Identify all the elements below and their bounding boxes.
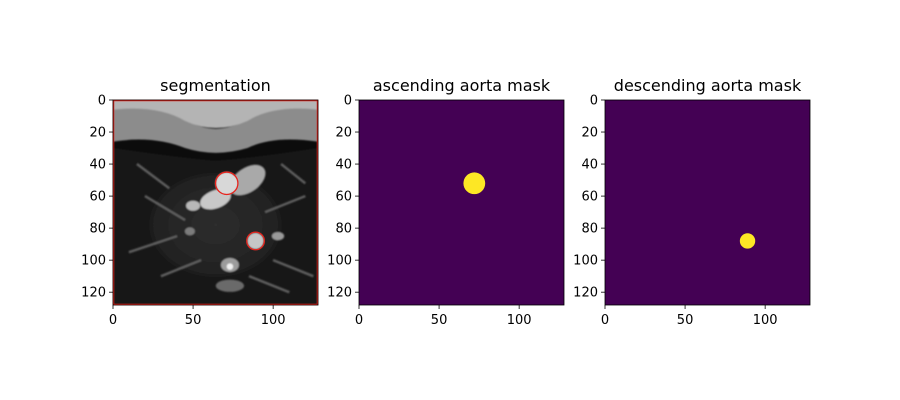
y-tick-label: 100 (327, 254, 352, 269)
y-tick-label: 80 (581, 222, 598, 237)
axes-frame (112, 99, 319, 306)
x-tick-label: 0 (355, 313, 363, 328)
y-tick-label: 40 (335, 158, 352, 173)
ascending-aorta-contour (214, 171, 239, 196)
y-tick-label: 80 (89, 222, 106, 237)
panel-title: ascending aorta mask (373, 76, 551, 95)
y-tick-label: 120 (327, 286, 352, 301)
mask-image (605, 100, 810, 305)
x-tick-label: 50 (431, 313, 448, 328)
mask-blob (739, 233, 756, 249)
x-tick-label: 50 (185, 313, 202, 328)
y-tick-label: 20 (581, 126, 598, 141)
x-tick-label: 0 (601, 313, 609, 328)
y-tick-label: 60 (581, 190, 598, 205)
y-tick-label: 120 (573, 286, 598, 301)
y-tick-label: 100 (81, 254, 106, 269)
y-tick-label: 60 (89, 190, 106, 205)
x-tick-label: 100 (507, 313, 532, 328)
panel-title: segmentation (160, 76, 271, 95)
panel-3: descending aorta mask 0 50 100 0 20 40 60 80 100 1… (573, 76, 811, 328)
mri-image (113, 100, 318, 305)
mask-blob (463, 172, 486, 195)
mask-image (359, 100, 564, 305)
x-tick-label: 0 (109, 313, 117, 328)
image-border (112, 99, 319, 306)
y-tick-label: 20 (89, 126, 106, 141)
y-tick-label: 120 (81, 286, 106, 301)
panel-2: ascending aorta mask 0 50 100 0 20 40 60 80 100 12… (327, 76, 565, 328)
y-tick-label: 40 (89, 158, 106, 173)
y-tick-label: 20 (335, 126, 352, 141)
y-tick-label: 0 (98, 94, 106, 109)
panel-title: descending aorta mask (614, 76, 802, 95)
panel-1: segmentation 0 50 100 0 20 40 60 80 100 120 (81, 76, 319, 328)
y-tick-label: 40 (581, 158, 598, 173)
descending-aorta-contour (246, 231, 265, 251)
x-tick-label: 100 (753, 313, 778, 328)
axes-frame (604, 99, 811, 306)
y-tick-label: 0 (344, 94, 352, 109)
y-tick-label: 100 (573, 254, 598, 269)
x-tick-label: 100 (261, 313, 286, 328)
y-tick-label: 60 (335, 190, 352, 205)
x-tick-label: 50 (677, 313, 694, 328)
y-tick-label: 80 (335, 222, 352, 237)
axes-frame (358, 99, 565, 306)
y-tick-label: 0 (590, 94, 598, 109)
